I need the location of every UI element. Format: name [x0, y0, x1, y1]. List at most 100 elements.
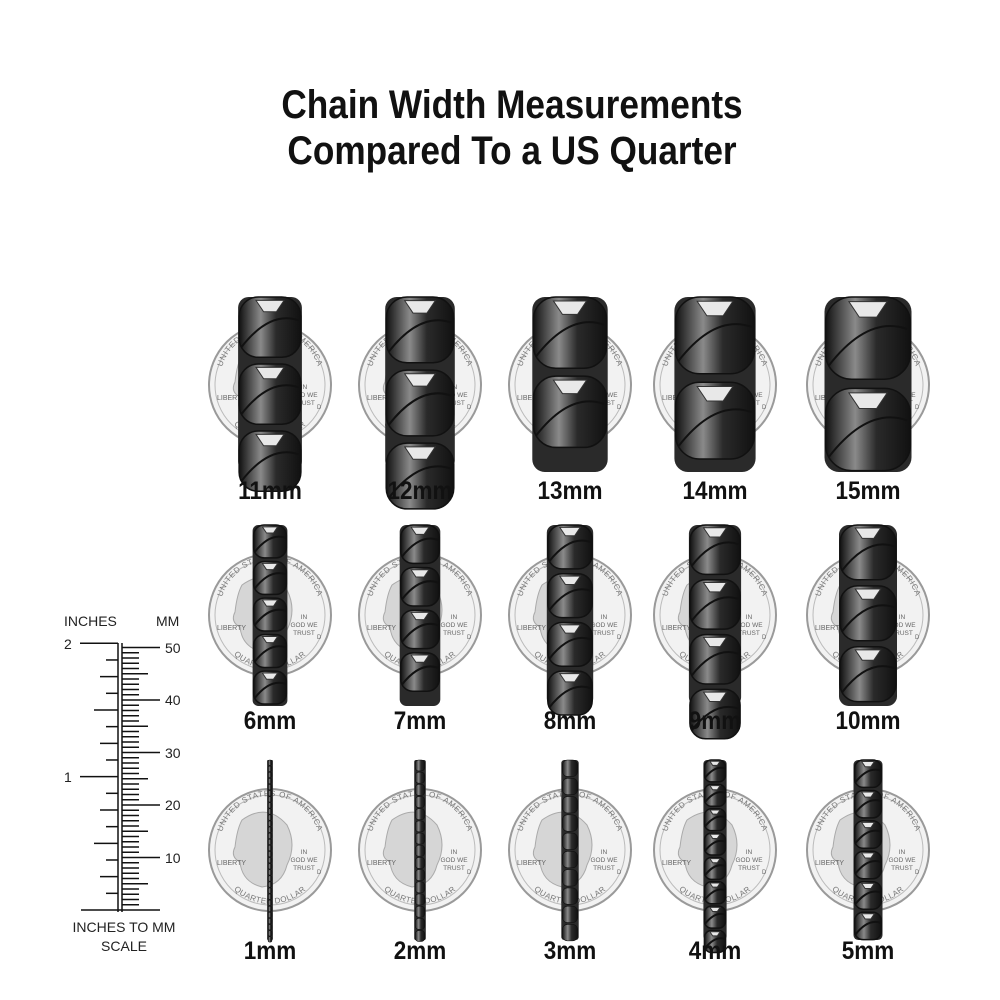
chain: [532, 296, 608, 472]
svg-text:GOD WE: GOD WE: [440, 622, 468, 629]
coin-with-chain-4mm: UNITED STATES OF AMERICAQUARTER DOLLARLI…: [653, 759, 777, 954]
coin-with-chain-6mm: UNITED STATES OF AMERICAQUARTER DOLLARLI…: [208, 524, 332, 706]
coin-with-chain-14mm: UNITED STATES OF AMERICAQUARTER DOLLARLI…: [653, 296, 777, 472]
coin-with-chain-12mm: UNITED STATES OF AMERICAQUARTER DOLLARLI…: [358, 296, 482, 510]
chain-width-label: 6mm: [243, 707, 297, 735]
scale-mm-tick-40: 40: [165, 692, 181, 708]
chain-width-label: 2mm: [393, 937, 447, 965]
svg-text:GOD WE: GOD WE: [735, 857, 763, 864]
chain: [399, 524, 441, 706]
svg-text:LIBERTY: LIBERTY: [217, 395, 246, 402]
chain: [252, 524, 288, 706]
chain-width-label: 13mm: [537, 477, 603, 505]
svg-text:D: D: [762, 870, 767, 876]
chain-width-label: 11mm: [238, 477, 302, 505]
chain: [267, 759, 273, 943]
svg-text:TRUST: TRUST: [293, 630, 315, 637]
chain-width-label: 10mm: [835, 707, 901, 735]
chain-width-label: 7mm: [393, 707, 447, 735]
svg-text:D: D: [317, 405, 322, 411]
svg-text:D: D: [467, 870, 472, 876]
svg-text:TRUST: TRUST: [443, 865, 465, 872]
svg-text:D: D: [617, 870, 622, 876]
coin-with-chain-15mm: UNITED STATES OF AMERICAQUARTER DOLLARLI…: [806, 296, 930, 472]
coin-with-chain-5mm: UNITED STATES OF AMERICAQUARTER DOLLARLI…: [806, 759, 930, 941]
svg-text:D: D: [617, 405, 622, 411]
svg-text:LIBERTY: LIBERTY: [517, 860, 546, 867]
chain: [674, 296, 756, 472]
scale-mm-tick-20: 20: [165, 797, 181, 813]
scale-inches-label: INCHES: [64, 613, 117, 629]
svg-text:TRUST: TRUST: [738, 865, 760, 872]
svg-text:LIBERTY: LIBERTY: [217, 625, 246, 632]
svg-text:LIBERTY: LIBERTY: [815, 860, 844, 867]
coin-with-chain-10mm: UNITED STATES OF AMERICAQUARTER DOLLARLI…: [806, 524, 930, 706]
svg-text:D: D: [617, 635, 622, 641]
svg-text:TRUST: TRUST: [891, 630, 913, 637]
coin-with-chain-13mm: UNITED STATES OF AMERICAQUARTER DOLLARLI…: [508, 296, 632, 472]
svg-text:GOD WE: GOD WE: [290, 622, 318, 629]
scale-mm-tick-30: 30: [165, 745, 181, 761]
chain: [688, 524, 742, 740]
svg-text:TRUST: TRUST: [293, 400, 315, 407]
svg-text:IN: IN: [451, 614, 458, 621]
coin-with-chain-7mm: UNITED STATES OF AMERICAQUARTER DOLLARLI…: [358, 524, 482, 706]
chain: [385, 296, 455, 510]
coin-with-chain-8mm: UNITED STATES OF AMERICAQUARTER DOLLARLI…: [508, 524, 632, 716]
svg-text:LIBERTY: LIBERTY: [517, 395, 546, 402]
scale-mm-tick-50: 50: [165, 640, 181, 656]
svg-text:D: D: [467, 405, 472, 411]
inches-to-mm-ruler: [80, 642, 160, 912]
svg-text:TRUST: TRUST: [593, 630, 615, 637]
chain-width-label: 14mm: [682, 477, 748, 505]
scale-inch-tick-1: 1: [64, 769, 72, 785]
scale-mm-tick-10: 10: [165, 850, 181, 866]
svg-text:GOD WE: GOD WE: [888, 857, 916, 864]
svg-text:GOD WE: GOD WE: [735, 622, 763, 629]
svg-text:TRUST: TRUST: [593, 865, 615, 872]
svg-text:LIBERTY: LIBERTY: [367, 625, 396, 632]
svg-text:IN: IN: [601, 614, 608, 621]
scale-caption: INCHES TO MM SCALE: [66, 918, 182, 956]
title-line-2: Compared To a US Quarter: [287, 129, 737, 173]
scale-mm-label: MM: [156, 613, 180, 629]
svg-text:IN: IN: [301, 614, 308, 621]
coin-with-chain-1mm: UNITED STATES OF AMERICAQUARTER DOLLARLI…: [208, 759, 332, 943]
svg-text:TRUST: TRUST: [738, 630, 760, 637]
svg-text:GOD WE: GOD WE: [590, 622, 618, 629]
chain-width-label: 9mm: [688, 707, 742, 735]
svg-text:D: D: [915, 870, 920, 876]
svg-text:D: D: [762, 405, 767, 411]
scale-caption-line-2: SCALE: [101, 938, 147, 954]
svg-text:TRUST: TRUST: [293, 865, 315, 872]
svg-text:LIBERTY: LIBERTY: [662, 860, 691, 867]
chain: [414, 759, 426, 942]
chain: [546, 524, 594, 716]
chain: [853, 759, 883, 941]
svg-text:IN: IN: [451, 849, 458, 856]
chain-width-label: 1mm: [243, 937, 297, 965]
svg-text:LIBERTY: LIBERTY: [815, 625, 844, 632]
svg-text:IN: IN: [746, 614, 753, 621]
chain-width-label: 8mm: [543, 707, 597, 735]
chain: [703, 759, 727, 954]
svg-text:IN: IN: [746, 849, 753, 856]
svg-text:D: D: [317, 870, 322, 876]
svg-text:D: D: [915, 405, 920, 411]
svg-text:D: D: [915, 635, 920, 641]
coin-with-chain-11mm: UNITED STATES OF AMERICAQUARTER DOLLARLI…: [208, 296, 332, 493]
svg-text:LIBERTY: LIBERTY: [662, 625, 691, 632]
svg-text:IN: IN: [301, 849, 308, 856]
svg-text:IN: IN: [899, 849, 906, 856]
svg-text:GOD WE: GOD WE: [290, 392, 318, 399]
chain: [561, 759, 579, 942]
chain: [238, 296, 302, 493]
svg-text:D: D: [467, 635, 472, 641]
svg-text:TRUST: TRUST: [443, 630, 465, 637]
chain: [824, 296, 912, 472]
svg-text:GOD WE: GOD WE: [590, 857, 618, 864]
svg-text:LIBERTY: LIBERTY: [217, 860, 246, 867]
page-title: Chain Width Measurements Compared To a U…: [61, 82, 962, 174]
svg-text:GOD WE: GOD WE: [290, 857, 318, 864]
